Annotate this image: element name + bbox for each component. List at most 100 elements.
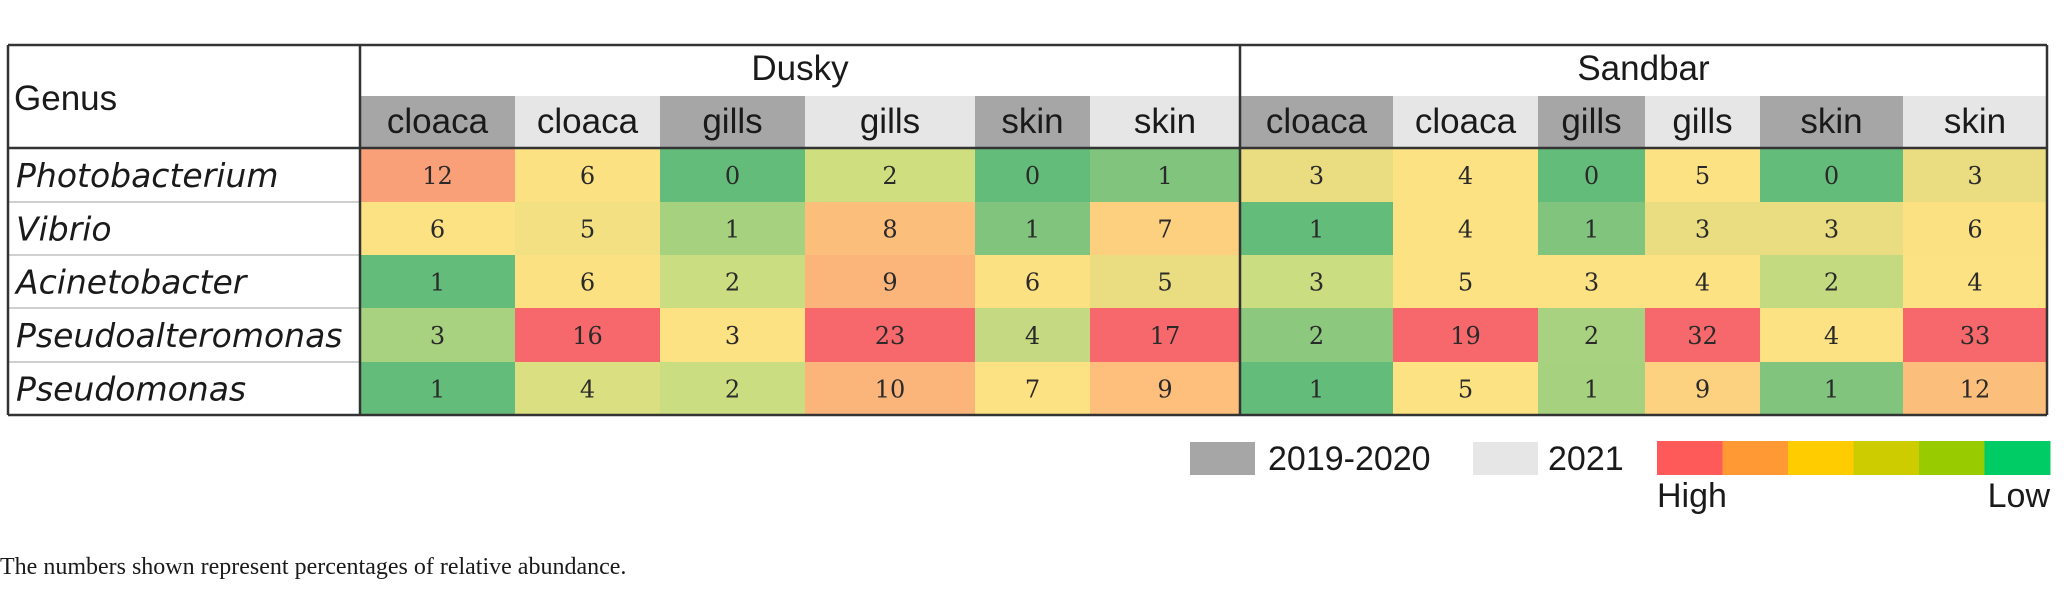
legend: 2019-2020 2021 High Low [1190,440,2051,515]
corner-label: Genus [14,79,117,118]
cell-value: 3 [1309,269,1324,297]
legend-label: 2021 [1548,440,1624,478]
column-label: skin [1134,102,1196,141]
heatmap-cell [1903,148,2047,202]
cell-value: 1 [1157,162,1172,190]
heatmap-cell [1903,308,2047,362]
scale-segment [1788,441,1854,475]
heatmap-cell [1538,308,1645,362]
row-label: Photobacterium [16,156,279,195]
heatmap-cell [360,362,515,415]
cell-value: 3 [1309,162,1324,190]
heatmap-cell [1240,362,1393,415]
cell-value: 16 [572,322,603,350]
heatmap-cell [360,255,515,308]
scale-segment [1853,441,1920,475]
heatmap-cell [660,255,805,308]
column-header-bg [360,96,515,148]
cell-value: 6 [580,162,595,190]
scale-segment [1722,441,1789,475]
heatmap-cell [1760,255,1903,308]
scale-segment [1657,441,1723,475]
cell-value: 4 [580,376,595,404]
cell-value: 6 [1967,216,1982,244]
cell-value: 4 [1458,162,1473,190]
column-label: skin [1800,102,1862,141]
cell-value: 1 [1309,216,1324,244]
cell-value: 4 [1824,322,1839,350]
cell-value: 0 [725,162,740,190]
cell-value: 3 [1967,162,1982,190]
cell-value: 5 [1458,376,1473,404]
column-label: gills [702,102,762,141]
heatmap-cell [660,148,805,202]
legend-swatch [1190,442,1255,475]
heatmap-cell [1903,362,2047,415]
heatmap-cell [1240,255,1393,308]
column-header-bg [1903,96,2047,148]
column-label: cloaca [537,102,639,141]
heatmap-cell [360,148,515,202]
cell-value: 5 [1157,269,1172,297]
heatmap-cell [660,362,805,415]
cell-value: 3 [1824,216,1839,244]
cell-value: 2 [725,376,740,404]
heatmap-cell [1393,362,1538,415]
heatmap-cell [1240,308,1393,362]
column-header-bg [1090,96,1240,148]
cell-value: 10 [875,376,906,404]
heatmap-cell [975,148,1090,202]
column-label: gills [860,102,920,141]
group-label-sandbar: Sandbar [1577,49,1710,88]
row-label: Pseudomonas [16,370,246,409]
heatmap-cell [360,308,515,362]
column-label: cloaca [1415,102,1517,141]
cell-value: 6 [1025,269,1040,297]
heatmap-cell [975,255,1090,308]
scale-low-label: Low [1988,477,2051,515]
cell-value: 2 [1584,322,1599,350]
cell-value: 9 [882,269,897,297]
column-header-bg [1760,96,1903,148]
heatmap-cell [1645,308,1760,362]
cell-value: 1 [1824,376,1839,404]
heatmap-cell [1538,255,1645,308]
heatmap-cell [1538,362,1645,415]
cell-value: 33 [1960,322,1991,350]
heatmap-cell [1760,308,1903,362]
scale-high-label: High [1657,477,1727,515]
column-label: skin [1001,102,1063,141]
row-label: Vibrio [16,210,112,249]
cell-value: 1 [1584,376,1599,404]
cell-value: 2 [882,162,897,190]
cell-value: 3 [430,322,445,350]
cell-value: 3 [1695,216,1710,244]
header-layer: Dusky Sandbar Genus cloaca cloaca gills gills s… [14,49,2047,148]
cell-value: 0 [1584,162,1599,190]
heatmap-cell [1393,202,1538,255]
cell-value: 12 [1960,376,1991,404]
cell-value: 2 [1309,322,1324,350]
heatmap-cell [1645,255,1760,308]
column-label: gills [1672,102,1732,141]
footnote: The numbers shown represent percentages … [0,554,627,580]
cell-value: 6 [430,216,445,244]
heatmap-cell [1393,255,1538,308]
cell-value: 2 [1824,269,1839,297]
cell-value: 23 [875,322,906,350]
heatmap-cell [1760,148,1903,202]
cell-value: 9 [1157,376,1172,404]
column-header-bg [1240,96,1393,148]
heatmap-cell [1240,202,1393,255]
heatmap-cell [1393,148,1538,202]
cell-value: 3 [1584,269,1599,297]
cell-value: 1 [1584,216,1599,244]
scale-segment [1984,441,2051,475]
heatmap-cell [515,308,660,362]
heatmap-cell [805,202,975,255]
heatmap-cell [1090,255,1240,308]
column-label: cloaca [1266,102,1368,141]
cell-value: 5 [1695,162,1710,190]
cell-value: 5 [1458,269,1473,297]
cell-value: 0 [1824,162,1839,190]
